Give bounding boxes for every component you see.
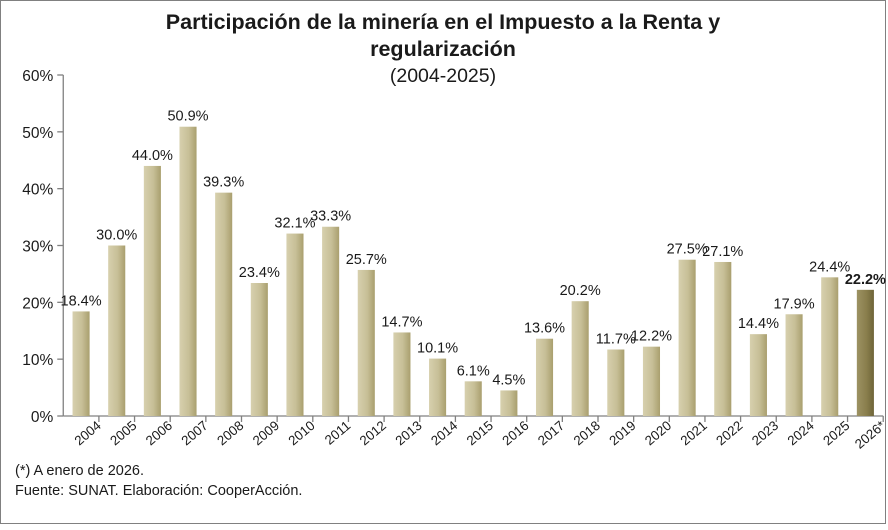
svg-text:18.4%: 18.4%	[61, 293, 102, 309]
svg-text:20.2%: 20.2%	[560, 283, 601, 299]
svg-text:25.7%: 25.7%	[346, 252, 387, 268]
svg-text:2023: 2023	[749, 418, 781, 449]
svg-text:2004: 2004	[72, 418, 104, 449]
svg-text:2009: 2009	[250, 418, 282, 449]
svg-text:2017: 2017	[535, 418, 567, 449]
svg-text:2020: 2020	[642, 418, 674, 449]
svg-text:2015: 2015	[464, 418, 496, 449]
svg-text:2008: 2008	[214, 418, 246, 449]
svg-text:40%: 40%	[22, 182, 53, 199]
svg-text:10.1%: 10.1%	[417, 341, 458, 357]
svg-text:13.6%: 13.6%	[524, 321, 565, 337]
svg-text:2012: 2012	[357, 418, 389, 449]
svg-text:20%: 20%	[22, 295, 53, 312]
svg-text:4.5%: 4.5%	[492, 372, 525, 388]
svg-text:60%: 60%	[22, 68, 53, 85]
svg-text:2021: 2021	[678, 418, 710, 449]
svg-text:30%: 30%	[22, 239, 53, 256]
svg-text:14.7%: 14.7%	[381, 314, 422, 330]
svg-text:50.9%: 50.9%	[167, 109, 208, 125]
svg-text:27.1%: 27.1%	[702, 244, 743, 260]
svg-text:2006: 2006	[143, 418, 175, 449]
svg-text:33.3%: 33.3%	[310, 209, 351, 225]
svg-text:2022: 2022	[713, 418, 745, 449]
svg-text:50%: 50%	[22, 125, 53, 142]
svg-text:44.0%: 44.0%	[132, 148, 173, 164]
svg-text:17.9%: 17.9%	[774, 296, 815, 312]
svg-text:2013: 2013	[392, 418, 424, 449]
svg-text:2018: 2018	[571, 418, 603, 449]
svg-text:2010: 2010	[285, 418, 317, 449]
svg-text:2025: 2025	[820, 418, 852, 449]
svg-text:2011: 2011	[322, 418, 354, 448]
svg-text:23.4%: 23.4%	[239, 265, 280, 281]
svg-text:2014: 2014	[428, 418, 460, 449]
svg-text:2026*: 2026*	[852, 418, 887, 452]
svg-text:30.0%: 30.0%	[96, 228, 137, 244]
svg-text:2019: 2019	[606, 418, 638, 449]
svg-text:2005: 2005	[107, 418, 139, 449]
svg-text:14.4%: 14.4%	[738, 316, 779, 332]
svg-text:2007: 2007	[178, 418, 210, 449]
svg-text:6.1%: 6.1%	[457, 363, 490, 379]
svg-text:12.2%: 12.2%	[631, 329, 672, 345]
svg-text:2016: 2016	[499, 418, 531, 449]
svg-text:0%: 0%	[31, 409, 54, 426]
svg-text:22.2%: 22.2%	[845, 272, 886, 288]
svg-text:2024: 2024	[785, 418, 817, 449]
svg-text:39.3%: 39.3%	[203, 175, 244, 191]
svg-text:10%: 10%	[22, 352, 53, 369]
